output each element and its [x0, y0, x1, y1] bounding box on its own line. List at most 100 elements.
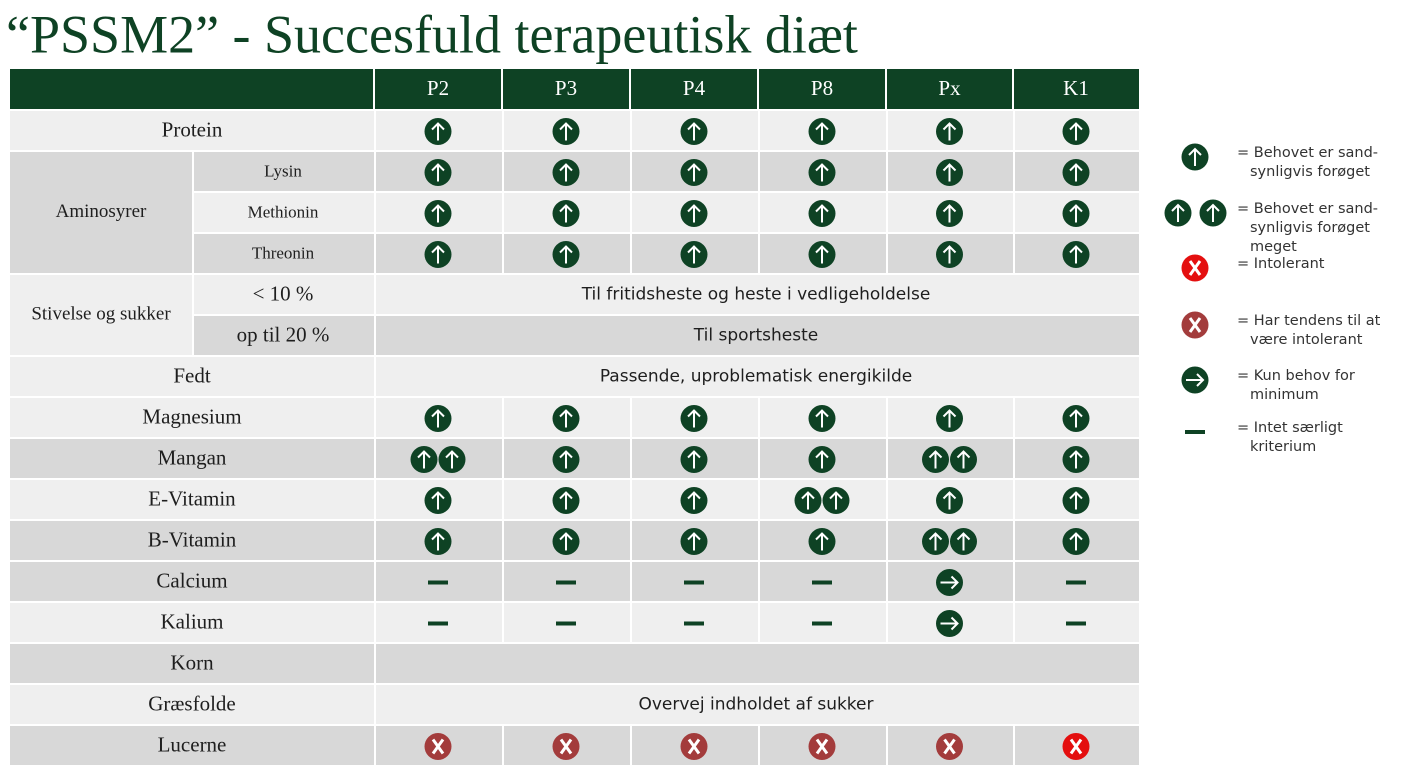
- icon: [556, 580, 576, 585]
- row-label: Korn: [170, 650, 214, 674]
- row-label: Threonin: [252, 243, 315, 262]
- icon: [552, 732, 580, 761]
- legend-text: = Intolerant: [1237, 256, 1325, 272]
- row-label-cell: [194, 193, 374, 232]
- icon: [680, 445, 708, 474]
- icon: [921, 527, 950, 556]
- row-label-cell: [10, 685, 374, 724]
- icon: [1062, 158, 1090, 187]
- icon: [1062, 486, 1090, 515]
- icon: [552, 158, 580, 187]
- icon: [935, 486, 964, 515]
- row-label: Lysin: [264, 161, 302, 180]
- icon: [1062, 117, 1090, 146]
- legend-text: = Har tendens til at: [1237, 313, 1381, 329]
- icon: [680, 527, 708, 556]
- icon: [808, 527, 836, 556]
- row-label-cell: [10, 644, 374, 683]
- icon: [424, 240, 452, 269]
- title: “PSSM2” - Succesfuld terapeutisk diæt: [6, 4, 858, 64]
- column-header: Px: [938, 76, 961, 100]
- icon: [935, 404, 964, 433]
- group-label: Aminosyrer: [56, 201, 147, 222]
- icon: [552, 527, 580, 556]
- span-cell: [376, 357, 1139, 396]
- span-note: Til sportsheste: [693, 326, 819, 346]
- row-label-cell: [10, 603, 374, 642]
- icon: [424, 527, 452, 556]
- span-cell: [376, 275, 1139, 314]
- span-cell: [376, 685, 1139, 724]
- row-label-cell: [10, 439, 374, 478]
- icon: [684, 621, 704, 626]
- icon: [935, 240, 964, 269]
- icon: [680, 732, 708, 761]
- legend-icon: [1164, 199, 1192, 227]
- row-label-cell: [10, 398, 374, 437]
- legend-text: = Behovet er sand-: [1237, 201, 1378, 217]
- icon: [424, 404, 452, 433]
- icon: [808, 117, 836, 146]
- group-cell: [10, 275, 192, 355]
- icon: [552, 240, 580, 269]
- icon: [1062, 199, 1090, 228]
- icon: [428, 621, 448, 626]
- icon: [680, 240, 708, 269]
- icon: [935, 158, 964, 187]
- icon: [684, 580, 704, 585]
- row-label-cell: [10, 111, 374, 150]
- icon: [808, 240, 836, 269]
- icon: [680, 199, 708, 228]
- icon: [1062, 445, 1090, 474]
- icon: [1062, 404, 1090, 433]
- icon: [680, 404, 708, 433]
- legend-text: = Intet særligt: [1237, 420, 1343, 436]
- column-header: P4: [683, 76, 706, 100]
- legend-text: kriterium: [1250, 439, 1316, 455]
- icon: [680, 158, 708, 187]
- column-header: P2: [427, 76, 449, 100]
- row-label: Lucerne: [158, 732, 227, 756]
- icon: [424, 732, 452, 761]
- icon: [808, 445, 836, 474]
- row-label-cell: [194, 152, 374, 191]
- icon: [935, 609, 964, 638]
- row-label-cell: [10, 521, 374, 560]
- icon: [812, 621, 832, 626]
- icon: [935, 199, 964, 228]
- legend-icon: [1181, 143, 1209, 171]
- icon: [1062, 732, 1090, 761]
- span-note: Passende, uproblematisk energikilde: [600, 367, 912, 387]
- icon: [1062, 527, 1090, 556]
- row-label: B-Vitamin: [148, 527, 237, 551]
- row-label-cell: [194, 275, 374, 314]
- legend-icon: [1185, 430, 1205, 434]
- span-note: Til fritidsheste og heste i vedligeholde…: [581, 285, 931, 305]
- icon: [1062, 240, 1090, 269]
- row-label: Græsfolde: [148, 691, 236, 715]
- row-label: < 10 %: [253, 281, 314, 305]
- icon: [935, 732, 964, 761]
- column-header: P3: [555, 76, 577, 100]
- icon: [552, 117, 580, 146]
- icon: [949, 527, 978, 556]
- icon: [410, 445, 438, 474]
- row-label-cell: [10, 357, 374, 396]
- legend-icon: [1181, 311, 1209, 339]
- icon: [808, 199, 836, 228]
- icon: [921, 445, 950, 474]
- icon: [552, 199, 580, 228]
- row-label: Methionin: [248, 202, 319, 221]
- row-label: Mangan: [158, 445, 227, 469]
- icon: [438, 445, 466, 474]
- icon: [808, 158, 836, 187]
- icon: [1066, 580, 1086, 585]
- icon: [552, 404, 580, 433]
- span-note: Overvej indholdet af sukker: [638, 695, 873, 715]
- icon: [424, 199, 452, 228]
- icon: [552, 445, 580, 474]
- icon: [428, 580, 448, 585]
- row-label: op til 20 %: [237, 322, 330, 346]
- row-label-cell: [10, 480, 374, 519]
